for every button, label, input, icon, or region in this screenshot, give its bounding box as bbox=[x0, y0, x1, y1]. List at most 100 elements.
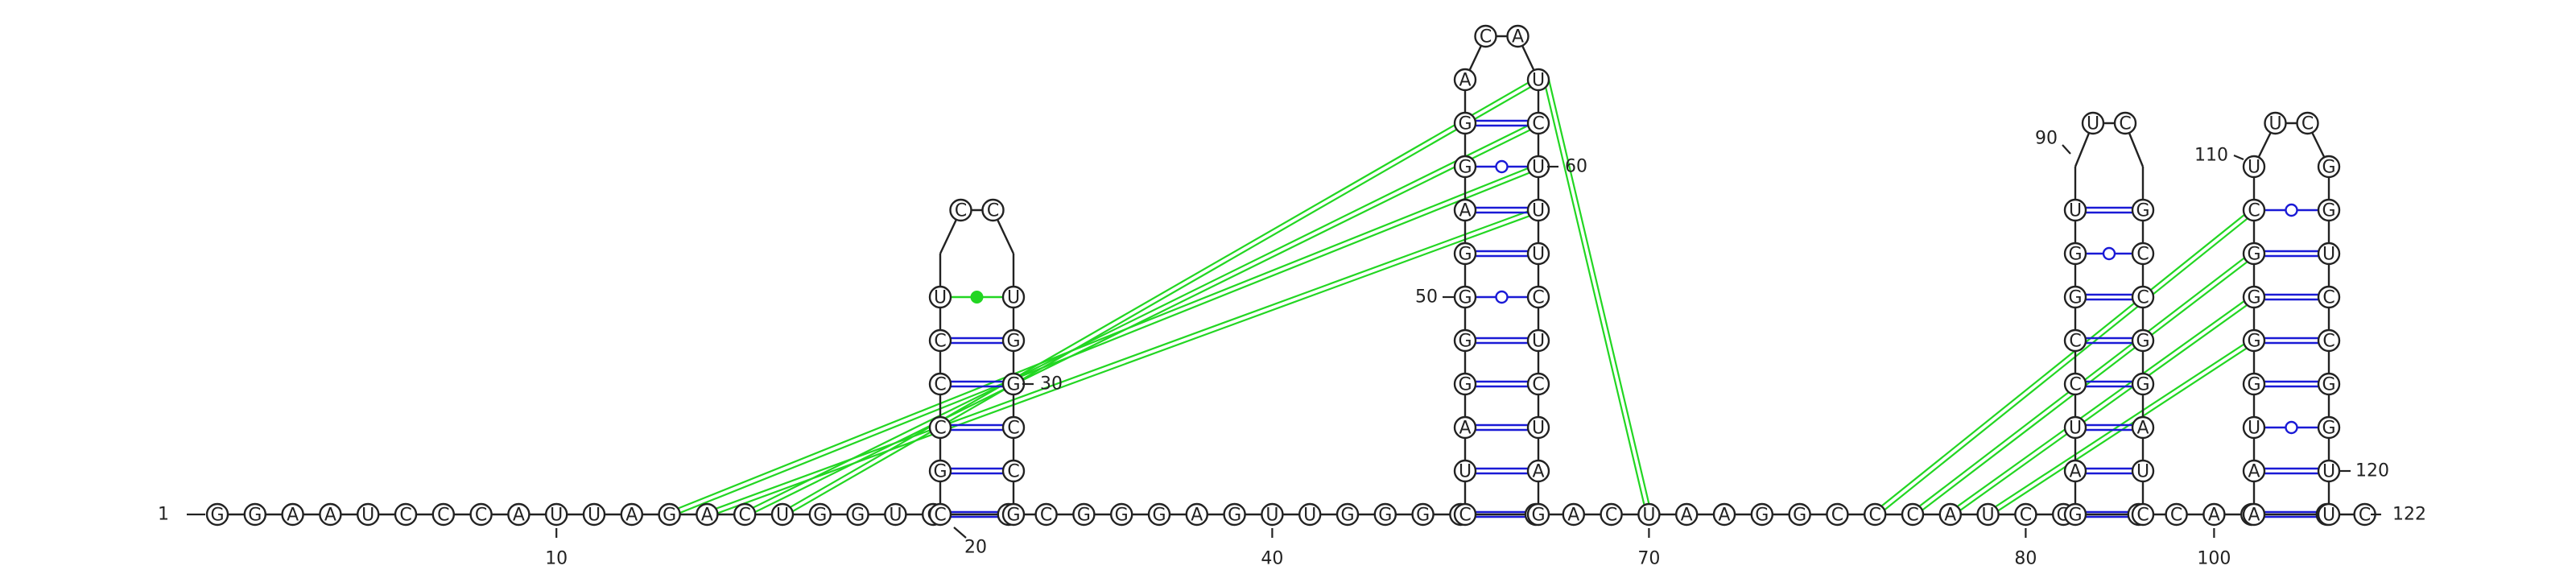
nucleotide: G bbox=[928, 459, 952, 483]
nucleotide-letter: G bbox=[1458, 375, 1472, 395]
wobble-pair-marker bbox=[1495, 290, 1509, 304]
nucleotide-letter: U bbox=[361, 506, 374, 526]
nucleotide-circle bbox=[1335, 502, 1360, 527]
nucleotide-letter: G bbox=[851, 506, 865, 526]
nucleotide-letter: G bbox=[1340, 506, 1354, 526]
nucleotide-circle bbox=[808, 502, 832, 527]
nucleotide-circle bbox=[1826, 502, 1849, 527]
nucleotide: C bbox=[2131, 285, 2155, 309]
nucleotide-letter: U bbox=[776, 506, 789, 526]
nucleotide: G bbox=[2242, 242, 2266, 266]
nucleotide-letter: C bbox=[2136, 288, 2149, 308]
loop-backbone bbox=[939, 209, 1015, 254]
nucleotide: G bbox=[1072, 502, 1096, 527]
nucleotide-circle bbox=[281, 502, 304, 527]
nucleotide-letter: A bbox=[1459, 419, 1471, 439]
pseudoknot-pair bbox=[1872, 207, 2253, 514]
nucleotide-circle bbox=[2131, 372, 2155, 396]
index-tick bbox=[953, 527, 967, 539]
nucleotide: U bbox=[2317, 502, 2341, 527]
nucleotide-circle bbox=[1526, 68, 1550, 92]
nucleotide: U bbox=[2063, 415, 2087, 440]
nucleotide: A bbox=[507, 502, 530, 527]
nucleotide: G bbox=[2063, 242, 2087, 266]
loop-backbone bbox=[2074, 122, 2145, 167]
nucleotide: A bbox=[281, 502, 304, 527]
nucleotide-letter: A bbox=[1512, 27, 1524, 48]
index-tick bbox=[2062, 144, 2071, 155]
nucleotide-circle bbox=[846, 502, 869, 527]
nucleotide: G bbox=[205, 502, 229, 527]
nucleotide: G bbox=[1453, 372, 1477, 396]
pseudoknot-pair bbox=[705, 207, 1538, 514]
nucleotide: U bbox=[770, 502, 795, 527]
nucleotide-circle bbox=[1526, 502, 1550, 527]
nucleotide-letter: A bbox=[2136, 419, 2149, 439]
nucleotide-circle bbox=[1453, 328, 1477, 353]
nucleotide: A bbox=[2202, 502, 2226, 527]
nucleotide-circle bbox=[545, 502, 568, 527]
nucleotide-letter: A bbox=[1191, 506, 1203, 526]
nucleotide-circle bbox=[2317, 328, 2341, 353]
nucleotide: U bbox=[2242, 415, 2266, 440]
nucleotide-letter: G bbox=[933, 462, 947, 482]
nucleotide: U bbox=[2317, 459, 2341, 483]
nucleotide-circle bbox=[1109, 502, 1133, 527]
nucleotide-letter: G bbox=[1006, 506, 1020, 526]
nucleotide: A bbox=[1453, 68, 1477, 92]
nucleotide: A bbox=[1506, 24, 1530, 48]
nucleotide-circle bbox=[733, 502, 757, 527]
nucleotide: U bbox=[928, 285, 952, 309]
nucleotide-letter: C bbox=[2322, 332, 2334, 352]
nucleotide-letter: A bbox=[1532, 462, 1544, 482]
nucleotide-letter: A bbox=[1459, 201, 1471, 221]
nucleotide: U bbox=[1526, 155, 1550, 179]
nucleotide: A bbox=[620, 502, 643, 527]
nucleotide-letter: C bbox=[2322, 288, 2334, 308]
nucleotide: G bbox=[2063, 502, 2087, 527]
nucleotide-letter: C bbox=[1869, 506, 1881, 526]
nucleotide: U bbox=[1298, 502, 1322, 527]
nucleotide: G bbox=[1788, 502, 1811, 527]
nucleotide: G bbox=[2317, 415, 2341, 440]
nucleotide-letter: U bbox=[1303, 506, 1316, 526]
nucleotide-circle bbox=[2242, 372, 2266, 396]
nucleotide-circle bbox=[2317, 285, 2341, 309]
nucleotide-letter: A bbox=[1459, 71, 1471, 91]
nucleotide-letter: C bbox=[1007, 419, 1019, 439]
pseudoknot-pair bbox=[708, 211, 1540, 518]
nucleotide: A bbox=[1712, 502, 1736, 527]
nucleotide-circle bbox=[1526, 198, 1550, 222]
nucleotide: C bbox=[1526, 285, 1550, 309]
nucleotide-circle bbox=[1034, 502, 1058, 527]
nucleotide: G bbox=[1223, 502, 1246, 527]
nucleotide: C bbox=[928, 415, 952, 440]
nucleotide-letter: G bbox=[663, 506, 676, 526]
nucleotide: A bbox=[1938, 502, 1963, 527]
nucleotide: C bbox=[2317, 328, 2341, 353]
nucleotide-circle bbox=[1526, 459, 1550, 483]
loop-backbone bbox=[2252, 122, 2330, 167]
nucleotide-letter: U bbox=[1532, 71, 1545, 91]
nucleotide-circle bbox=[928, 415, 952, 440]
pseudoknot-pair bbox=[670, 167, 1540, 518]
nucleotide-letter: U bbox=[2069, 419, 2082, 439]
index-label-10: 10 bbox=[545, 549, 568, 569]
pseudoknot-pair bbox=[780, 76, 1538, 514]
nucleotide-letter: G bbox=[1416, 506, 1430, 526]
nucleotide-letter: G bbox=[1378, 506, 1392, 526]
nucleotide: G bbox=[2063, 285, 2087, 309]
nucleotide: U bbox=[2131, 459, 2155, 483]
nucleotide: C bbox=[1453, 502, 1477, 527]
nucleotide: C bbox=[394, 502, 418, 527]
nucleotide-circle bbox=[2264, 111, 2287, 135]
nucleotide-circle bbox=[2242, 285, 2266, 309]
nucleotide-letter: G bbox=[1458, 158, 1472, 178]
nucleotide-letter: A bbox=[2248, 462, 2260, 482]
nucleotide-circle bbox=[1600, 502, 1623, 527]
nucleotide-circle bbox=[243, 502, 266, 527]
nucleotide: C bbox=[2242, 198, 2266, 222]
nucleotide-letter: C bbox=[934, 506, 946, 526]
nucleotide-circle bbox=[2317, 415, 2341, 440]
